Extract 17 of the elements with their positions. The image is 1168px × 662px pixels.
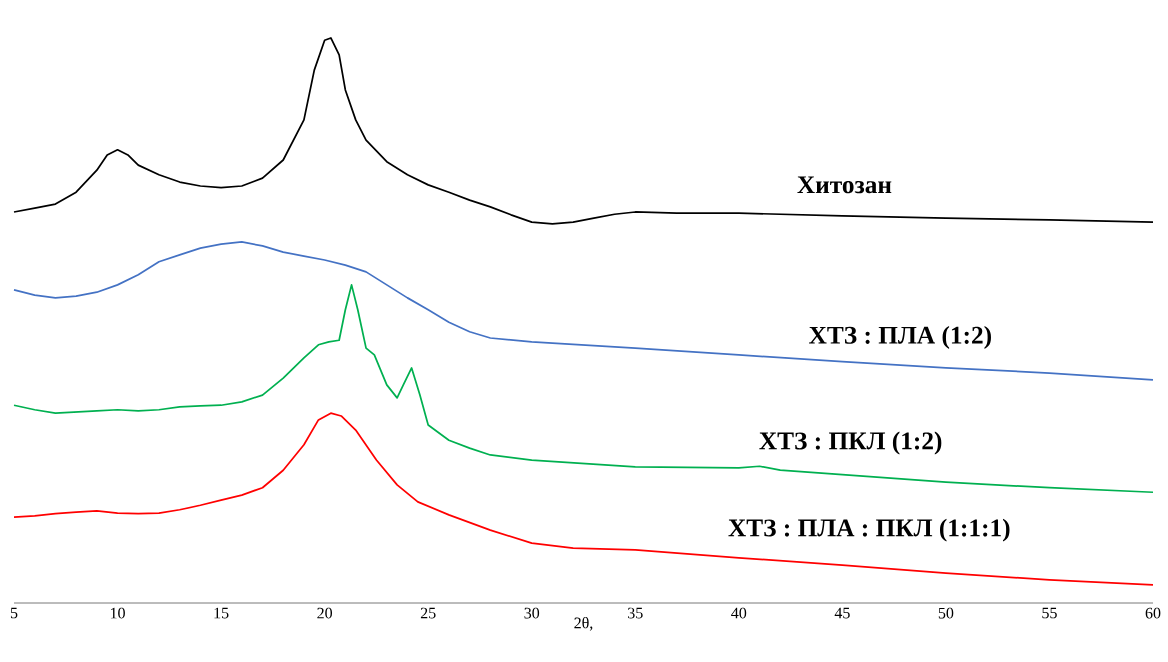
x-tick-label: 55 xyxy=(1042,607,1057,619)
x-tick-label: 45 xyxy=(834,607,850,619)
series-label: ХТЗ : ПЛА (1:2) xyxy=(809,325,991,349)
x-tick-label: 35 xyxy=(628,607,643,619)
x-tick-label: 10 xyxy=(110,607,125,619)
x-tick-label: 40 xyxy=(731,607,747,619)
x-tick-label: 25 xyxy=(420,607,436,619)
x-axis-title: 2θ, xyxy=(574,617,593,631)
series-label: Хитозан xyxy=(797,176,892,194)
x-tick-label: 5 xyxy=(10,607,18,619)
x-tick-label: 30 xyxy=(524,607,540,619)
series-label: ХТЗ : ПКЛ (1:2) xyxy=(759,431,942,455)
x-tick-label: 50 xyxy=(938,607,954,619)
series-label: ХТЗ : ПЛА : ПКЛ (1:1:1) xyxy=(728,518,1010,542)
x-tick-label: 60 xyxy=(1145,607,1161,619)
x-tick-label: 20 xyxy=(317,607,333,619)
x-tick-label: 15 xyxy=(214,607,229,619)
